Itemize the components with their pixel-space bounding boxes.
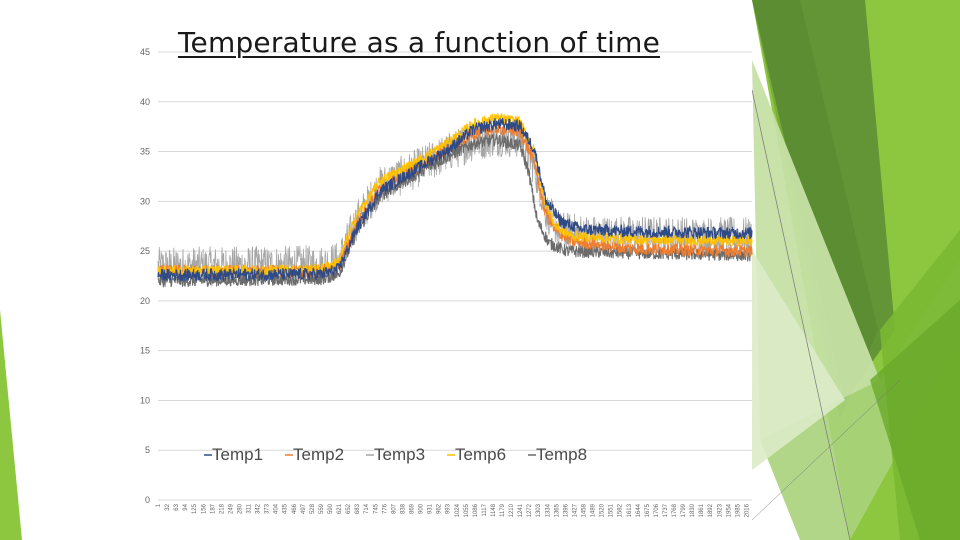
x-tick-label: 528 [310, 503, 316, 514]
y-tick-label: 10 [140, 395, 150, 405]
y-tick-label: 40 [140, 97, 150, 107]
x-tick-label: 125 [192, 503, 198, 514]
x-tick-label: 1768 [672, 503, 678, 517]
x-tick-label: 745 [373, 503, 379, 514]
x-tick-label: 1179 [500, 503, 506, 517]
x-tick-label: 1861 [699, 503, 705, 517]
chart-series [157, 113, 753, 288]
x-tick-label: 32 [165, 503, 171, 510]
x-tick-label: 1117 [482, 503, 488, 516]
x-tick-label: 590 [328, 503, 334, 514]
chart-legend: Temp1 Temp2 Temp3 Temp6 Temp8 [204, 445, 587, 464]
x-tick-label: 1024 [455, 503, 461, 517]
x-tick-label: 1737 [663, 503, 669, 517]
y-tick-label: 20 [140, 296, 150, 306]
x-tick-label: 1396 [563, 503, 569, 517]
x-tick-label: 993 [446, 503, 452, 514]
x-tick-label: 1923 [717, 503, 723, 517]
y-axis-tick-labels: 0 5 10 15 20 25 30 35 40 45 [140, 47, 150, 505]
x-tick-label: 311 [247, 503, 253, 513]
series-line-temp6 [157, 113, 753, 277]
x-tick-label: 1520 [600, 503, 606, 517]
y-tick-label: 30 [140, 196, 150, 206]
legend-label-temp3: Temp3 [374, 445, 425, 464]
y-tick-label: 25 [140, 246, 150, 256]
x-tick-label: 218 [219, 503, 225, 514]
x-tick-label: 435 [283, 503, 289, 514]
x-tick-label: 1799 [681, 503, 687, 517]
x-tick-label: 714 [364, 503, 370, 514]
x-tick-label: 280 [237, 503, 243, 514]
x-tick-label: 156 [201, 503, 207, 514]
legend-label-temp6: Temp6 [455, 445, 506, 464]
x-tick-label: 1148 [491, 503, 497, 517]
x-tick-label: 900 [419, 503, 425, 514]
x-tick-label: 342 [256, 503, 262, 514]
x-tick-label: 1055 [464, 503, 470, 517]
x-tick-label: 63 [174, 503, 180, 510]
x-tick-label: 1334 [545, 503, 551, 517]
decorative-left-wedge [0, 310, 22, 540]
x-tick-label: 1272 [527, 503, 533, 517]
x-tick-label: 652 [346, 503, 352, 514]
legend-label-temp2: Temp2 [293, 445, 344, 464]
x-tick-label: 1241 [518, 503, 524, 517]
x-tick-label: 249 [228, 503, 234, 514]
y-tick-label: 5 [145, 445, 150, 455]
x-tick-label: 373 [265, 503, 271, 514]
x-tick-label: 1892 [708, 503, 714, 517]
x-tick-label: 187 [210, 503, 216, 514]
x-tick-label: 466 [292, 503, 298, 514]
x-tick-label: 1954 [726, 503, 732, 517]
x-tick-label: 683 [355, 503, 361, 514]
x-tick-label: 1706 [654, 503, 660, 517]
x-tick-label: 1644 [636, 503, 642, 517]
y-tick-label: 15 [140, 346, 150, 356]
x-tick-label: 1830 [690, 503, 696, 517]
x-tick-label: 1210 [509, 503, 515, 517]
x-tick-label: 1365 [554, 503, 560, 517]
x-tick-label: 931 [428, 503, 434, 514]
legend-label-temp1: Temp1 [212, 445, 263, 464]
x-tick-label: 94 [183, 503, 189, 510]
y-tick-label: 35 [140, 147, 150, 157]
x-tick-label: 1458 [581, 503, 587, 517]
x-tick-label: 1582 [618, 503, 624, 517]
x-tick-label: 1551 [609, 503, 615, 517]
y-tick-label: 0 [145, 495, 150, 505]
x-tick-label: 2016 [744, 503, 750, 517]
x-axis-tick-labels: 1 32 63 94 125 156 187 218 249 280 311 342 373 404 435… [156, 503, 750, 517]
x-tick-label: 838 [400, 503, 406, 514]
series-line-temp1 [157, 117, 753, 282]
x-tick-label: 1985 [735, 503, 741, 517]
legend-label-temp8: Temp8 [536, 445, 587, 464]
x-tick-label: 621 [337, 503, 343, 514]
x-tick-label: 1086 [473, 503, 479, 517]
x-tick-label: 962 [437, 503, 443, 514]
x-tick-label: 869 [409, 503, 415, 514]
x-tick-label: 1489 [591, 503, 597, 517]
x-tick-label: 807 [391, 503, 397, 514]
x-tick-label: 404 [274, 503, 280, 514]
x-tick-label: 1303 [536, 503, 542, 517]
x-tick-label: 1613 [627, 503, 633, 517]
x-tick-label: 559 [319, 503, 325, 514]
chart-title: Temperature as a function of time [178, 26, 660, 59]
y-tick-label: 45 [140, 47, 150, 57]
x-tick-label: 776 [382, 503, 388, 514]
x-tick-label: 1427 [572, 503, 578, 517]
x-tick-label: 497 [301, 503, 307, 514]
x-tick-label: 1675 [645, 503, 651, 517]
chart-gridlines [158, 51, 752, 501]
x-tick-label: 1 [156, 503, 162, 507]
